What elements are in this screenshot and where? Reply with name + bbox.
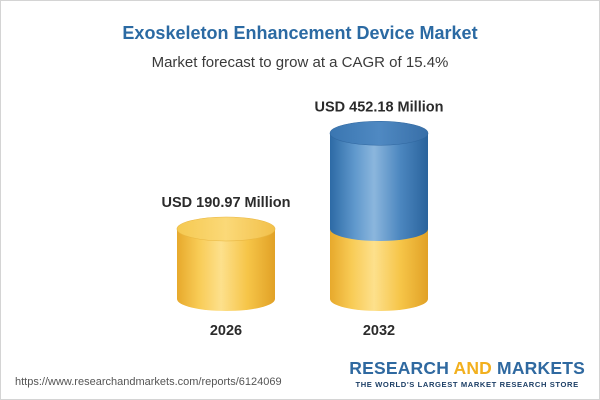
source-url[interactable]: https://www.researchandmarkets.com/repor…: [15, 376, 282, 388]
bar-2026-body: [177, 229, 275, 311]
bar-2026-category-label: 2026: [210, 323, 242, 339]
bar-2032-category-label: 2032: [363, 323, 395, 339]
chart-title: Exoskeleton Enhancement Device Market: [122, 23, 478, 43]
brand-name: RESEARCH AND MARKETS: [349, 358, 585, 379]
bar-2032-value-label: USD 452.18 Million: [315, 99, 444, 115]
brand-name-part3: MARKETS: [492, 358, 585, 378]
bar-2026-top: [176, 216, 276, 242]
brand-tagline: THE WORLD'S LARGEST MARKET RESEARCH STOR…: [355, 380, 579, 389]
bar-2026-value-label: USD 190.97 Million: [162, 195, 291, 211]
bar-2032-growth-segment: [330, 133, 428, 241]
bar-2032-top: [329, 120, 429, 146]
brand-name-part1: RESEARCH: [349, 358, 454, 378]
bar-2032-base-segment: [330, 229, 428, 311]
chart-subtitle: Market forecast to grow at a CAGR of 15.…: [151, 54, 449, 71]
brand-name-and: AND: [453, 358, 492, 378]
brand-logo: RESEARCH AND MARKETS THE WORLD'S LARGEST…: [349, 358, 585, 389]
